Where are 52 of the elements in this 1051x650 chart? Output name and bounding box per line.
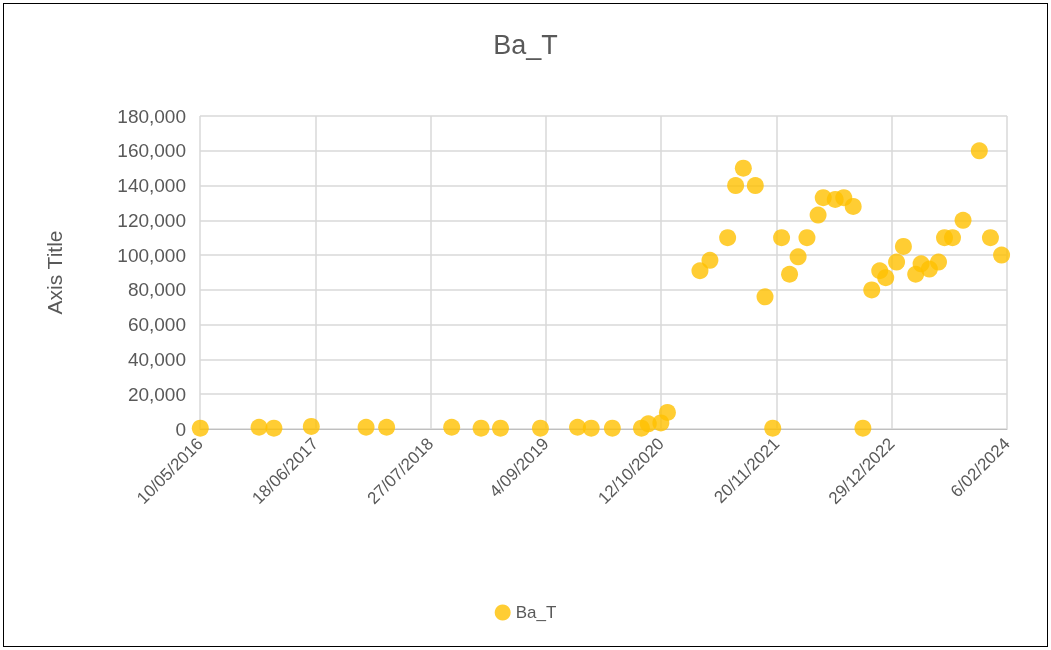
y-tick-label: 0 (175, 418, 186, 440)
y-tick-label: 20,000 (127, 383, 186, 405)
y-tick-label: 100,000 (117, 244, 186, 266)
point (877, 269, 895, 287)
point (719, 229, 737, 247)
point (734, 159, 752, 177)
point (773, 229, 791, 247)
point (854, 419, 872, 437)
point (492, 419, 509, 437)
point (378, 418, 396, 436)
chart-title: Ba_T (493, 29, 558, 60)
point (993, 246, 1011, 264)
point (930, 253, 948, 271)
point (863, 281, 881, 299)
point (250, 418, 268, 436)
y-tick-label: 120,000 (117, 209, 186, 231)
point (691, 262, 709, 280)
point (789, 248, 807, 266)
point (764, 419, 782, 437)
y-tick-label: 140,000 (117, 175, 186, 197)
point (658, 403, 676, 421)
point (701, 251, 719, 269)
y-tick-label: 80,000 (127, 279, 186, 301)
point (746, 177, 764, 195)
point (191, 419, 209, 437)
point (844, 197, 862, 215)
y-tick-label: 180,000 (117, 105, 186, 127)
point (888, 253, 906, 271)
point (809, 206, 827, 224)
point (531, 419, 549, 437)
point (443, 418, 461, 436)
point (798, 229, 816, 247)
point (727, 177, 745, 195)
point (569, 418, 587, 436)
y-tick-label: 60,000 (127, 314, 186, 336)
y-tick-label: 40,000 (127, 348, 186, 370)
y-tick-label: 160,000 (117, 140, 186, 162)
point (265, 419, 283, 437)
point (781, 265, 799, 283)
y-axis-title: Axis Title (43, 230, 66, 315)
point (954, 211, 972, 229)
point (357, 418, 375, 436)
point (756, 288, 774, 306)
point (603, 419, 621, 437)
point (944, 229, 961, 247)
point (582, 419, 600, 437)
point (302, 417, 320, 435)
point (981, 229, 999, 247)
legend-label: Ba_T (515, 603, 557, 622)
point (970, 142, 988, 160)
point (894, 237, 912, 255)
point (472, 419, 490, 437)
